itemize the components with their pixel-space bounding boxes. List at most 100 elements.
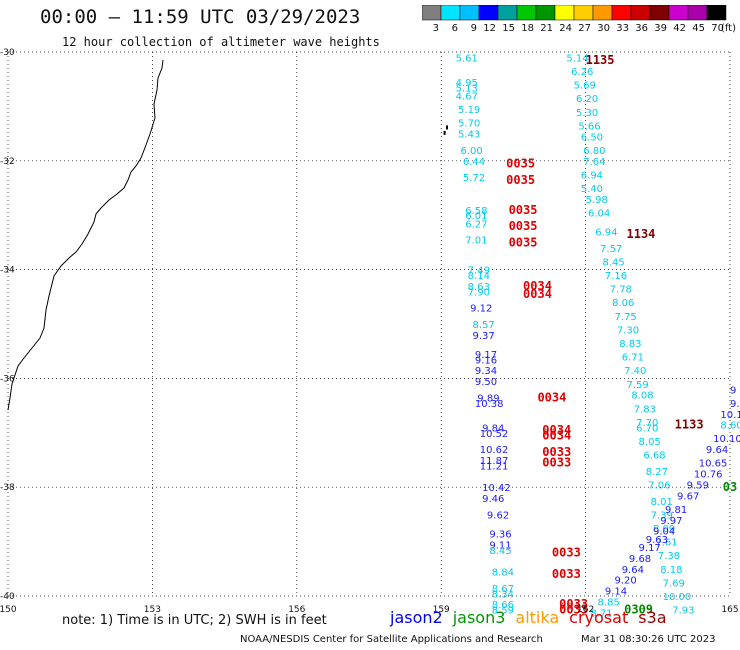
wave-height-label: 8.67 <box>492 584 514 595</box>
satellite-legend: jason2 jason3 altika cryosat s3a <box>390 608 677 627</box>
wave-height-label: 7.83 <box>634 404 656 415</box>
lat-tick-label: -40 <box>0 592 15 602</box>
wave-height-label: 9.68 <box>629 554 651 565</box>
wave-height-label: 9.59 <box>687 480 709 491</box>
wave-height-label: 9.16 <box>475 355 497 366</box>
track-time-label: 0033 <box>542 445 571 459</box>
wave-height-label: 8.08 <box>631 391 653 402</box>
wave-height-label: 9.46 <box>482 494 504 505</box>
track-east: 99.10.18.6010.109.6410.6510.769.599.679.… <box>590 385 740 619</box>
track-time-label: 0309 <box>624 603 653 617</box>
lon-tick-label: 156 <box>288 605 305 615</box>
wave-height-label: 8.59 <box>492 606 514 617</box>
track-time-label: 0034 <box>523 287 552 301</box>
wave-height-label: 9.17 <box>475 350 497 361</box>
wave-height-label: 7.90 <box>468 287 490 298</box>
wave-height-label: 10.65 <box>699 459 728 470</box>
track-time-label: 0033 <box>552 545 581 559</box>
wave-height-label: 7.57 <box>600 244 622 255</box>
wave-height-label: 5.40 <box>581 184 603 195</box>
wave-height-label: 8.27 <box>646 467 668 478</box>
wave-height-label: 6.71 <box>622 353 644 364</box>
wave-height-label: 7.49 <box>468 266 490 277</box>
colorbar-tick-label: 45 <box>692 23 705 34</box>
wave-height-label: 9.89 <box>477 393 499 404</box>
wave-height-label: 9.17 <box>639 543 661 554</box>
wave-height-label: 8.14 <box>468 271 490 282</box>
wave-height-label: 9.34 <box>475 366 497 377</box>
wave-height-label: 6.68 <box>643 451 665 462</box>
colorbar-tick-label: 12 <box>483 23 496 34</box>
altimeter-tracks: 5.61 4.955.134.67 5.19 5.705.43 6.006.44 5.72… <box>443 53 740 619</box>
wave-height-label: 8.06 <box>612 298 634 309</box>
wave-height-label: 5.30 <box>576 108 598 119</box>
wave-height-label: 6.58 <box>465 206 487 217</box>
wave-height-label: 4.95 <box>456 78 478 89</box>
track-time-label: 0034 <box>523 279 552 293</box>
wave-height-label: 9.67 <box>677 491 699 502</box>
wave-height-label: 9.64 <box>706 445 728 456</box>
map-grid <box>7 51 731 597</box>
track-west-times: 0035003500350035003500340034003400340034… <box>506 157 588 617</box>
wave-height-label: 9.37 <box>472 331 494 342</box>
wave-height-label: 6.94 <box>595 228 617 239</box>
wave-height-label: 7.30 <box>617 325 639 336</box>
wave-height-label: 7.40 <box>624 366 646 377</box>
wave-height-label: 9.50 <box>475 377 497 388</box>
wave-height-label: 9.62 <box>487 510 509 521</box>
credit-line: NOAA/NESDIS Center for Satellite Applica… <box>240 634 543 645</box>
wave-height-label: 10.10 <box>713 434 740 445</box>
lat-tick-label: -32 <box>0 157 15 167</box>
lat-tick-label: -30 <box>0 48 15 58</box>
colorbar-tick-label: 3 <box>433 23 439 34</box>
wave-height-label: 8.09 <box>653 524 675 535</box>
wave-height-label: 10.1 <box>720 410 740 421</box>
wave-height-label: 7.59 <box>627 380 649 391</box>
wave-height-label: 10.00 <box>663 592 692 603</box>
wave-height-map: 5.61 4.955.134.67 5.19 5.705.43 6.006.44 5.72… <box>0 48 740 619</box>
track-time-label: 0035 <box>509 235 538 249</box>
wave-height-label: 8.71 <box>590 608 612 619</box>
wave-height-label: 7.61 <box>655 538 677 549</box>
track-marker <box>446 125 449 130</box>
generated-timestamp: Mar 31 08:30:26 UTC 2023 <box>581 634 716 645</box>
wave-height-label: 9.14 <box>605 587 627 598</box>
wave-height-label: 8.01 <box>651 497 673 508</box>
track-marker <box>443 130 446 135</box>
wave-height-label: 5.98 <box>586 195 608 206</box>
wave-height-label: 10.62 <box>480 445 509 456</box>
wave-height-label: 10.42 <box>482 483 511 494</box>
wave-height-label: 6.01 <box>465 211 487 222</box>
colorbar: 3 6 9 12 15 18 21 24 27 30 33 36 39 42 45 70(ft) <box>422 5 736 34</box>
coastline <box>7 59 164 411</box>
wave-height-label: 7.01 <box>465 236 487 247</box>
wave-height-label: 7.64 <box>583 157 605 168</box>
wave-height-label: 6.27 <box>465 219 487 230</box>
track-time-label: 0033 <box>559 603 588 617</box>
colorbar-tick-label: 24 <box>559 23 572 34</box>
chart-subtitle: 12 hour collection of altimeter wave hei… <box>62 35 380 49</box>
legend-item: jason3 <box>452 608 506 627</box>
wave-height-label: 8.34 <box>492 589 514 600</box>
wave-height-label: 7.75 <box>614 312 636 323</box>
wave-height-label: 6.20 <box>576 94 598 105</box>
wave-height-label: 8.85 <box>598 597 620 608</box>
colorbar-tick-label: 18 <box>521 23 534 34</box>
wave-height-label: 5.66 <box>578 121 600 132</box>
wave-height-label: 7.16 <box>605 271 627 282</box>
wave-height-label: 5.70 <box>458 119 480 130</box>
wave-height-label: 9.81 <box>665 505 687 516</box>
wave-height-label: 11.21 <box>480 461 509 472</box>
wave-height-label: 9.11 <box>489 540 511 551</box>
track-time-label: 0034 <box>542 429 571 443</box>
wave-height-label: 8.63 <box>468 282 490 293</box>
colorbar-tick-label: 9 <box>471 23 477 34</box>
footer-note: note: 1) Time is in UTC; 2) SWH is in fe… <box>62 613 327 628</box>
track-time-label: 1134 <box>627 227 656 241</box>
wave-height-label: 8.60 <box>720 421 740 432</box>
wave-height-label: 10.38 <box>475 399 504 410</box>
colorbar-swatch <box>706 5 727 21</box>
colorbar-tick-label: 6 <box>452 23 458 34</box>
wave-height-label: 9 <box>730 385 736 396</box>
wave-height-label: 9.04 <box>653 527 675 538</box>
